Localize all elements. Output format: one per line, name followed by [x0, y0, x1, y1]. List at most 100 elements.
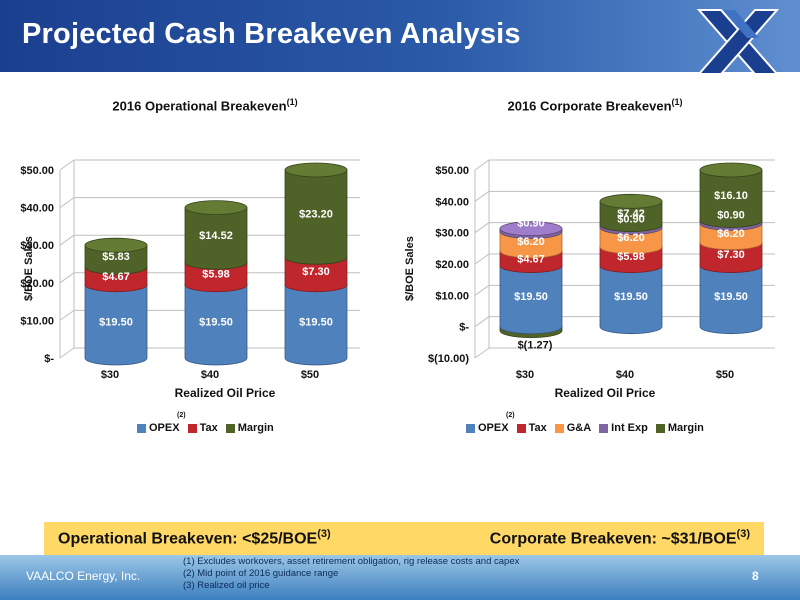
chart2-data-label: $6.20 — [717, 228, 745, 240]
chart2-legend-swatch — [466, 423, 475, 433]
chart2-data-label: $19.50 — [514, 291, 548, 303]
chart2-ytick-label: $30.00 — [435, 228, 469, 240]
chart2-legend-item: Margin — [655, 422, 704, 434]
chart2-title: 2016 Corporate Breakeven(1) — [470, 97, 720, 113]
footnote-2: (2) Mid point of 2016 guidance range — [183, 568, 339, 579]
chart1-legend-footnote: (2) — [177, 412, 186, 419]
chart2-data-label: $0.90 — [517, 218, 545, 230]
chart2-ytick-label: $40.00 — [435, 196, 469, 208]
chart1-xtick-label: $50 — [301, 369, 319, 380]
operational-breakeven-note: (3) — [317, 528, 331, 540]
chart1-data-label: $19.50 — [299, 316, 333, 328]
chart2-legend-swatch — [599, 423, 609, 433]
chart1-ytick-label: $- — [44, 353, 54, 365]
chart1-legend-label: Margin — [237, 422, 274, 434]
chart2-data-label: $0.90 — [617, 214, 645, 226]
chart1-data-label: $7.30 — [302, 266, 330, 278]
footnotes: (1) Excludes workovers, asset retirement… — [183, 556, 519, 592]
chart2-data-label: $5.98 — [617, 251, 645, 263]
chart2-legend-label: G&A — [566, 422, 592, 434]
chart2-data-label: $(1.27) — [518, 340, 553, 352]
company-name: VAALCO Energy, Inc. — [26, 569, 141, 583]
chart2-data-label: $7.30 — [717, 249, 745, 261]
chart2-title-footnote: (1) — [671, 97, 683, 107]
chart2-legend-label: OPEX — [478, 422, 509, 434]
chart2-legend: OPEX (2) Tax G&A Int Exp Margin — [466, 412, 704, 434]
chart1-title: 2016 Operational Breakeven(1) — [80, 97, 330, 113]
chart2-xtick-label: $40 — [616, 369, 634, 380]
chart1-plot: $- $10.00 $20.00 $30.00 $40.00 $50.00 $19.50 $4… — [20, 159, 360, 380]
header-bar — [0, 0, 800, 72]
chart2-legend-item: Tax — [516, 422, 547, 434]
page-number: 8 — [752, 569, 759, 583]
page-title: Projected Cash Breakeven Analysis — [22, 18, 521, 50]
chart2-data-label: $7.42 — [617, 208, 645, 220]
chart2-data-label: $19.50 — [714, 291, 748, 303]
chart1-ytick-label: $10.00 — [20, 315, 54, 327]
chart2-xlabel: Realized Oil Price — [554, 386, 656, 400]
chart2-ytick-label: $20.00 — [435, 259, 469, 271]
chart2-legend-item: Int Exp — [599, 422, 648, 434]
operational-breakeven-label: Operational Breakeven: <$25/BOE — [58, 530, 318, 548]
chart1-ytick-label: $30.00 — [20, 240, 54, 252]
chart2-xtick-label: $50 — [716, 369, 734, 380]
chart2-plot: $(10.00) $- $10.00 $20.00 $30.00 $40.00 $50.00… — [428, 159, 775, 380]
chart1-bar-margin-2 — [284, 162, 348, 265]
chart2-data-label: $6.20 — [517, 236, 545, 248]
corporate-breakeven-note: (3) — [736, 528, 750, 540]
chart1-legend-label: Tax — [199, 422, 218, 434]
chart1-ytick-label: $20.00 — [20, 278, 54, 290]
chart2-legend-swatch — [516, 423, 526, 433]
chart2-bar-int-exp-0 — [499, 221, 563, 239]
chart1-legend-item: Margin — [225, 422, 274, 434]
chart1-ytick-label: $40.00 — [20, 203, 54, 215]
chart1-title-footnote: (1) — [286, 97, 298, 107]
corporate-breakeven-text: Corporate Breakeven: ~$31/BOE(3) — [490, 528, 750, 548]
chart2-data-label: $6.20 — [617, 232, 645, 244]
chart1-title-text: 2016 Operational Breakeven — [112, 98, 287, 114]
chart1-legend-item: OPEX (2) — [137, 412, 186, 434]
footer-bar — [0, 555, 800, 600]
chart2-data-label: $0.90 — [717, 209, 745, 221]
operational-breakeven-text: Operational Breakeven: <$25/BOE(3) — [58, 528, 331, 548]
chart2-title-text: 2016 Corporate Breakeven — [507, 98, 672, 114]
chart1-data-label: $5.98 — [202, 268, 230, 280]
chart2-legend-footnote: (2) — [506, 412, 515, 419]
chart2-data-label: $16.10 — [714, 190, 748, 202]
chart1-data-label: $19.50 — [99, 316, 133, 328]
corporate-breakeven-label: Corporate Breakeven: ~$31/BOE — [489, 530, 737, 548]
chart2-data-label: $4.67 — [517, 253, 545, 265]
chart1-bar-margin-0 — [84, 237, 148, 275]
chart2-xtick-label: $30 — [516, 369, 534, 380]
chart2-ytick-label: $10.00 — [435, 290, 469, 302]
chart1-legend-swatch — [137, 423, 146, 433]
chart1-xlabel: Realized Oil Price — [174, 386, 276, 400]
footnote-1: (1) Excludes workovers, asset retirement… — [183, 556, 520, 567]
chart1-legend-label: OPEX — [149, 422, 180, 434]
chart2-legend-item: OPEX (2) — [466, 412, 515, 434]
footnote-3: (3) Realized oil price — [183, 580, 270, 591]
breakeven-callout: Operational Breakeven: <$25/BOE(3) Corpo… — [44, 522, 764, 555]
chart2-legend-item: G&A — [554, 422, 592, 434]
chart2-legend-label: Int Exp — [611, 422, 648, 434]
chart2-data-label: $19.50 — [614, 291, 648, 303]
chart2-bar-margin-1 — [599, 193, 663, 232]
chart1-ytick-label: $50.00 — [20, 165, 54, 177]
chart2-bar-margin-2 — [699, 162, 763, 228]
chart2-ytick-label: $(10.00) — [428, 353, 469, 365]
chart1-legend: OPEX (2) Tax Margin — [137, 412, 274, 434]
chart1-xtick-label: $30 — [101, 369, 119, 380]
chart1-bar-margin-1 — [184, 200, 248, 270]
chart2-legend-swatch — [554, 423, 564, 433]
chart1-legend-swatch — [187, 423, 197, 433]
company-logo-icon — [696, 9, 780, 75]
chart2-legend-swatch — [655, 423, 665, 433]
chart2-legend-label: Margin — [667, 422, 704, 434]
chart1-data-label: $4.67 — [102, 271, 130, 283]
chart2-legend-label: Tax — [528, 422, 547, 434]
chart2-ytick-label: $50.00 — [435, 165, 469, 177]
chart1-legend-item: Tax — [187, 422, 218, 434]
chart1-data-label: $14.52 — [199, 230, 233, 242]
chart2-ytick-label: $- — [459, 322, 469, 334]
chart1-data-label: $19.50 — [199, 316, 233, 328]
